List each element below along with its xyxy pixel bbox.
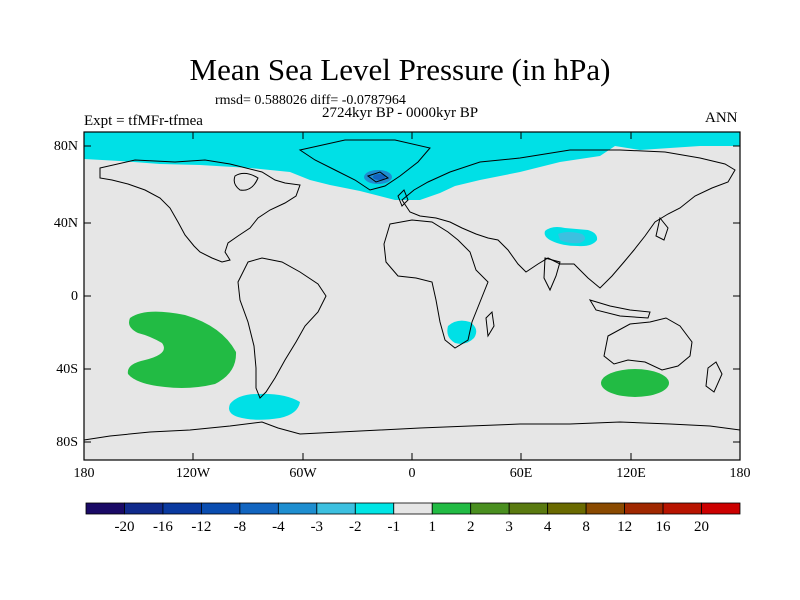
coast-new-zealand bbox=[705, 361, 723, 393]
australia-south-anomaly bbox=[601, 369, 669, 397]
colorbar-box bbox=[277, 502, 318, 515]
lon-label-120w: 120W bbox=[175, 466, 211, 481]
drake-anomaly bbox=[229, 393, 300, 420]
coastlines bbox=[84, 139, 740, 441]
colorbar-label: -12 bbox=[191, 519, 212, 535]
lon-label-180w: 180 bbox=[73, 466, 95, 481]
coast-eurasia bbox=[401, 149, 736, 289]
colorbar-label: -20 bbox=[114, 519, 135, 535]
colorbar-box bbox=[393, 502, 433, 515]
colorbar-label: -8 bbox=[233, 519, 247, 535]
colorbar-box bbox=[701, 502, 741, 515]
colorbar-box bbox=[624, 502, 664, 515]
coast-north-america bbox=[99, 159, 301, 263]
colorbar-label: -1 bbox=[387, 519, 401, 535]
colorbar bbox=[85, 502, 741, 515]
lat-label-0: 0 bbox=[71, 289, 78, 304]
lon-label-60w: 60W bbox=[289, 466, 317, 481]
lon-label-120e: 120E bbox=[616, 466, 646, 481]
lon-label-0: 0 bbox=[408, 466, 416, 481]
colorbar-box bbox=[470, 502, 510, 515]
arctic-anomaly bbox=[84, 132, 740, 200]
coast-antarctica bbox=[84, 421, 740, 441]
colorbar-box bbox=[124, 502, 164, 515]
tibet-core bbox=[558, 232, 586, 244]
colorbar-label: 20 bbox=[694, 519, 710, 535]
colorbar-box bbox=[162, 502, 202, 515]
colorbar-box bbox=[316, 502, 356, 515]
colorbar-label: -16 bbox=[152, 519, 173, 535]
coast-japan bbox=[655, 216, 669, 241]
map-title: Mean Sea Level Pressure (in hPa) bbox=[189, 52, 611, 87]
experiment-label: Expt = tfMFr-tfmea bbox=[84, 113, 203, 129]
colorbar-box bbox=[508, 502, 549, 515]
stats-line: rmsd= 0.588026 diff= -0.0787964 bbox=[215, 93, 406, 108]
colorbar-box bbox=[85, 502, 125, 515]
lon-label-60e: 60E bbox=[509, 466, 533, 481]
coast-greenland bbox=[298, 139, 431, 191]
axis-ticks bbox=[84, 132, 740, 460]
colorbar-label: 1 bbox=[428, 519, 436, 535]
colorbar-label: -4 bbox=[272, 519, 285, 535]
colorbar-label: 8 bbox=[582, 519, 590, 535]
coast-india bbox=[543, 257, 561, 292]
coast-hudson-bay bbox=[233, 172, 259, 191]
colorbar-box bbox=[547, 502, 587, 515]
lat-label-40s: 40S bbox=[56, 362, 78, 377]
colorbar-label: 12 bbox=[617, 519, 633, 535]
colorbar-label: 4 bbox=[543, 519, 552, 535]
south-pacific-anomaly bbox=[127, 311, 237, 388]
season-label: ANN bbox=[705, 110, 738, 126]
coast-south-america bbox=[237, 257, 327, 399]
coast-australia bbox=[603, 317, 693, 371]
colorbar-box bbox=[662, 502, 702, 515]
lon-label-180e: 180 bbox=[729, 466, 751, 481]
colorbar-box bbox=[354, 502, 395, 515]
anomaly-shading bbox=[84, 132, 740, 420]
colorbar-box bbox=[431, 502, 472, 515]
coast-britain bbox=[397, 189, 409, 207]
colorbar-label: 16 bbox=[655, 519, 671, 535]
colorbar-label: -3 bbox=[310, 519, 324, 535]
lat-label-80s: 80S bbox=[56, 435, 78, 450]
colorbar-label: 3 bbox=[505, 519, 513, 535]
lat-label-80n: 80N bbox=[53, 139, 78, 154]
colorbar-label: -2 bbox=[349, 519, 362, 535]
colorbar-box bbox=[585, 502, 625, 515]
period-subtitle: 2724kyr BP - 0000kyr BP bbox=[322, 105, 479, 121]
colorbar-label: 2 bbox=[466, 519, 475, 535]
colorbar-box bbox=[239, 502, 279, 515]
greenland-core bbox=[373, 174, 385, 180]
coast-iceland bbox=[366, 171, 390, 183]
coast-indonesia bbox=[588, 299, 651, 319]
coast-africa bbox=[383, 219, 489, 349]
africa-anomaly bbox=[447, 320, 477, 344]
coast-madagascar bbox=[485, 310, 495, 338]
lat-label-40n: 40N bbox=[53, 216, 78, 231]
colorbar-box bbox=[201, 502, 241, 515]
